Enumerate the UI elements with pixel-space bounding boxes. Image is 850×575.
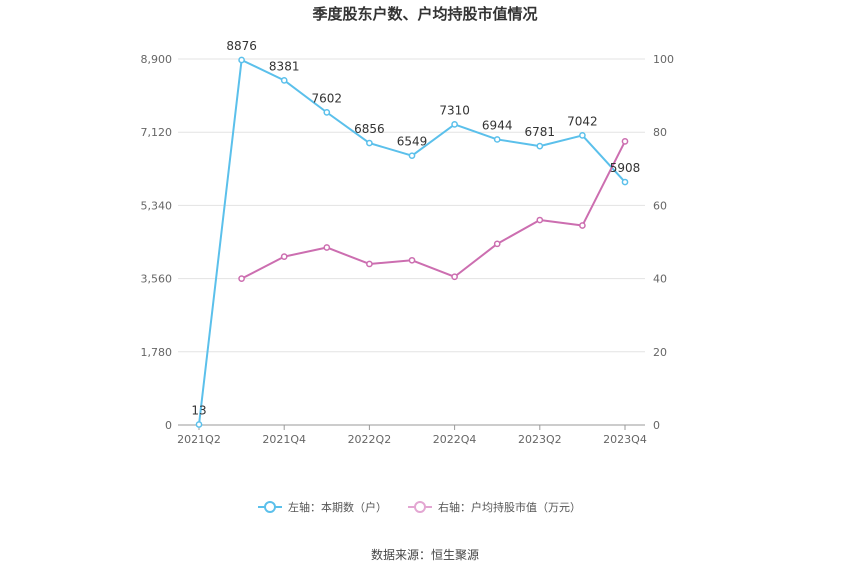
data-point <box>536 142 544 150</box>
right-tick-label: 40 <box>653 273 667 286</box>
data-label: 8381 <box>269 59 300 73</box>
series-line-avg-holding-value <box>241 140 626 280</box>
data-label: 5908 <box>610 161 641 175</box>
x-tick-label: 2022Q4 <box>433 433 477 446</box>
left-tick-label: 7,120 <box>141 126 173 139</box>
series-layer <box>195 56 629 428</box>
data-point <box>366 139 373 147</box>
data-point <box>280 253 288 260</box>
legend-swatch-marker <box>264 501 276 513</box>
data-label: 6549 <box>397 135 428 149</box>
data-point <box>195 421 203 428</box>
legend-item-shareholders: 左轴：本期数（户） <box>258 500 387 514</box>
legend-item-avg-holding-value: 右轴：户均持股市值（万元） <box>408 500 581 514</box>
data-point <box>621 138 629 145</box>
x-tick-label: 2023Q2 <box>518 433 562 446</box>
data-label: 6781 <box>525 125 556 139</box>
chart-title: 季度股东户数、户均持股市值情况 <box>312 5 537 23</box>
source-note: 数据来源：恒生聚源 <box>371 547 479 562</box>
legend-label: 右轴：户均持股市值（万元） <box>438 500 581 514</box>
data-point <box>408 256 416 264</box>
right-tick-label: 20 <box>653 346 667 359</box>
data-point <box>238 275 245 282</box>
left-tick-label: 3,560 <box>141 273 173 286</box>
data-label: 7042 <box>567 114 598 128</box>
data-point <box>579 132 586 139</box>
left-tick-label: 8,900 <box>141 53 173 66</box>
right-tick-label: 100 <box>653 53 674 66</box>
x-tick-label: 2022Q2 <box>348 433 392 446</box>
legend: 左轴：本期数（户） 右轴：户均持股市值（万元） <box>258 500 581 514</box>
data-point <box>408 152 416 160</box>
data-point <box>323 109 331 116</box>
x-tick-label: 2023Q4 <box>603 433 647 446</box>
data-point <box>579 222 586 229</box>
right-tick-label: 60 <box>653 199 667 212</box>
x-tick-label: 2021Q4 <box>262 433 306 446</box>
data-label: 7310 <box>439 103 470 117</box>
right-tick-label: 80 <box>653 126 667 139</box>
right-tick-label: 0 <box>653 419 660 432</box>
data-label: 6856 <box>354 122 385 136</box>
gridlines <box>178 58 645 353</box>
legend-swatch-marker <box>414 501 426 513</box>
axes: 0 1,780 3,560 5,340 7,120 8,900 0 20 40 60 80 100 20… <box>141 53 675 446</box>
left-tick-label: 0 <box>165 419 172 432</box>
x-tick-label: 2021Q2 <box>177 433 221 446</box>
data-point <box>451 273 458 281</box>
legend-label: 左轴：本期数（户） <box>288 500 387 514</box>
data-point <box>451 121 458 128</box>
data-label: 7602 <box>312 91 343 105</box>
data-point <box>323 244 331 251</box>
data-point <box>621 178 629 186</box>
data-point <box>366 260 373 268</box>
series-line-shareholders <box>198 58 626 425</box>
data-labels: 13 8876 8381 7602 6856 6549 7310 6944 6781 7042 59… <box>191 39 640 417</box>
left-tick-label: 5,340 <box>141 199 173 212</box>
left-tick-label: 1,780 <box>141 346 173 359</box>
data-label: 13 <box>191 403 206 417</box>
data-label: 8876 <box>226 39 257 53</box>
data-point <box>280 76 288 84</box>
data-point <box>493 136 501 143</box>
data-label: 6944 <box>482 118 513 132</box>
data-point <box>493 240 501 248</box>
data-point <box>536 216 544 224</box>
data-point <box>238 56 245 64</box>
